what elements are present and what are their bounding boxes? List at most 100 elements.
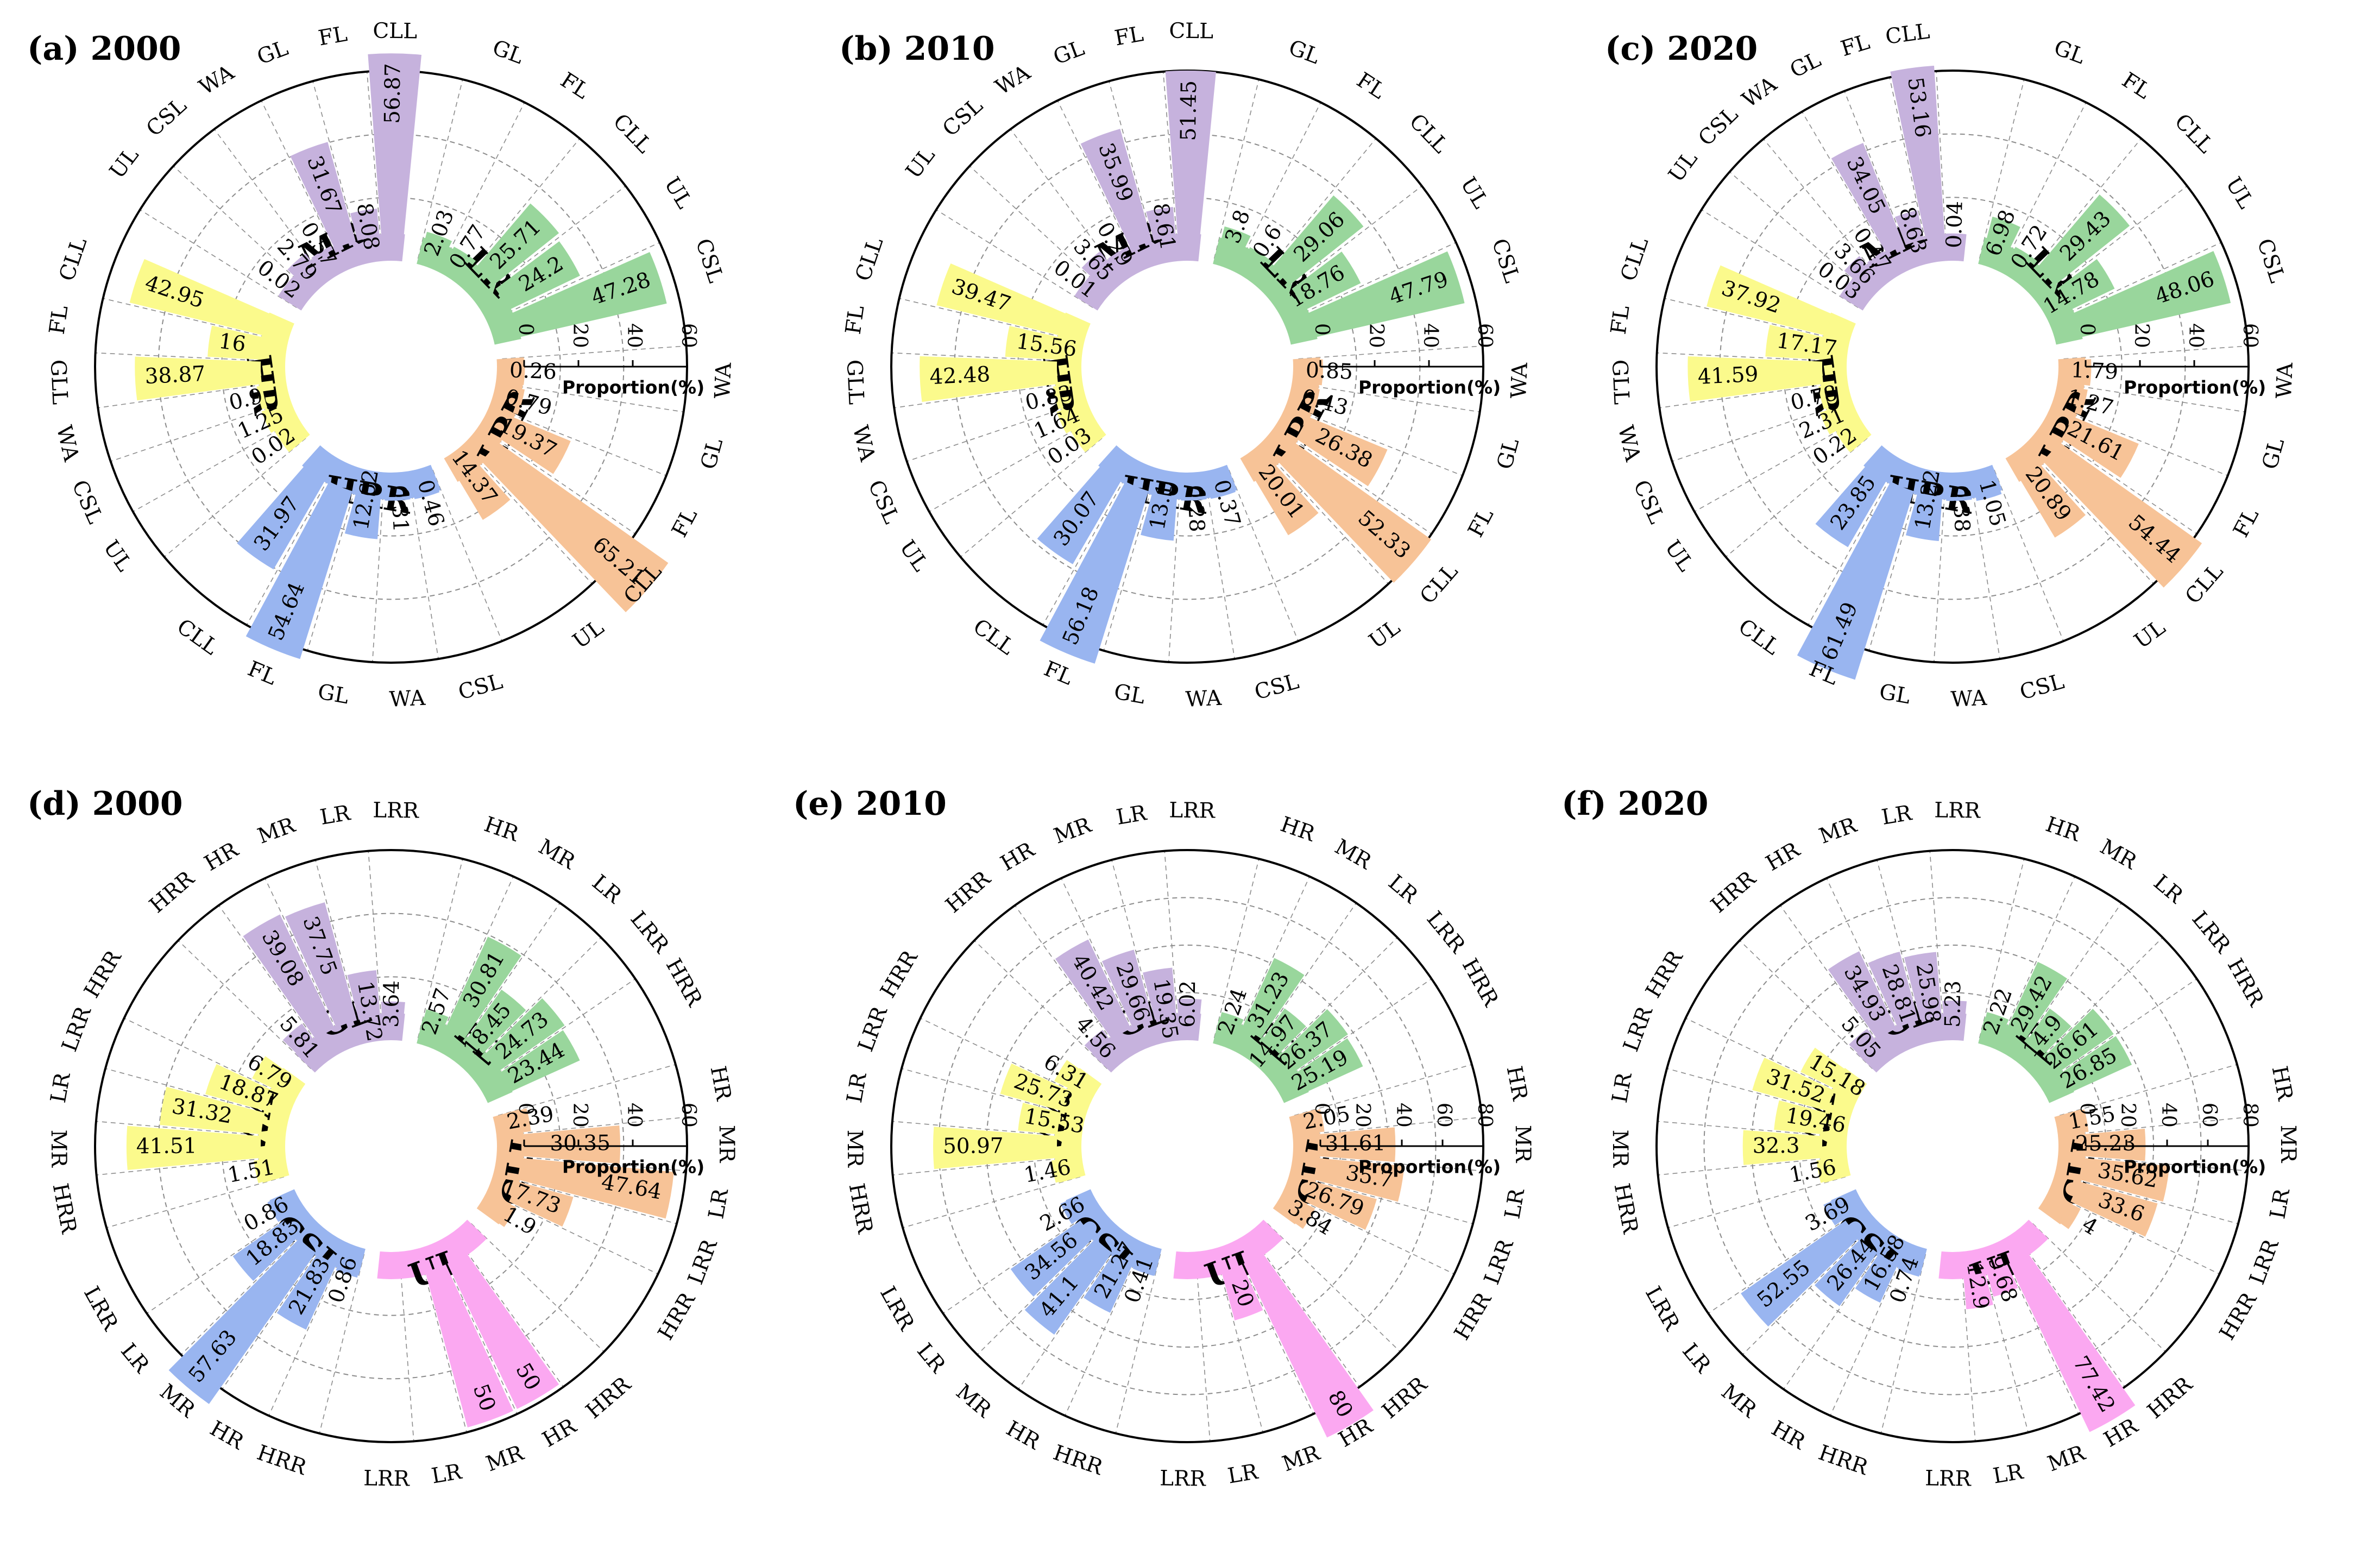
category-label: HR bbox=[481, 812, 522, 847]
grid-spoke bbox=[2063, 345, 2248, 360]
group-base bbox=[1840, 234, 1967, 311]
bar bbox=[1305, 1181, 1377, 1230]
bar bbox=[1132, 1265, 1155, 1276]
category-label: CLL bbox=[1616, 234, 1654, 284]
axis-tick-label: 20 bbox=[569, 323, 591, 348]
grid-spoke bbox=[1936, 71, 1947, 256]
category-label: FL bbox=[556, 68, 594, 104]
grid-spoke bbox=[1111, 859, 1160, 1039]
bar bbox=[1898, 1265, 1921, 1277]
grid-spoke bbox=[261, 100, 343, 267]
bar bbox=[1141, 492, 1178, 541]
bar bbox=[344, 492, 381, 539]
axis-tick-label: 80 bbox=[1474, 1103, 1496, 1128]
group-base bbox=[417, 1017, 513, 1103]
category-label: WA bbox=[1185, 686, 1223, 712]
grid-spoke bbox=[1061, 878, 1141, 1046]
category-label: LR bbox=[46, 1070, 75, 1105]
axis-tick-label: 20 bbox=[2130, 323, 2152, 348]
bar bbox=[237, 464, 326, 570]
category-label: CLL bbox=[1884, 19, 1931, 49]
category-label: HRR bbox=[1050, 1441, 1106, 1481]
grid-spoke bbox=[96, 1156, 281, 1175]
category-label: LR bbox=[842, 1070, 872, 1105]
grid-spoke bbox=[482, 429, 636, 534]
grid-spoke bbox=[929, 420, 1091, 512]
category-label: MR bbox=[1608, 1129, 1632, 1168]
category-label: HR bbox=[200, 837, 243, 876]
category-label: UL bbox=[105, 143, 143, 184]
bar bbox=[1890, 65, 1945, 240]
category-label: MR bbox=[2044, 1441, 2089, 1477]
bar bbox=[425, 1264, 513, 1427]
axis-tick-label: 40 bbox=[623, 323, 645, 348]
category-label: CSL bbox=[142, 93, 191, 142]
category-label: WA bbox=[1613, 423, 1645, 464]
grid-spoke bbox=[501, 1117, 686, 1136]
category-label: HR bbox=[1277, 812, 1319, 847]
grid-spoke bbox=[140, 209, 297, 309]
bar bbox=[936, 263, 1068, 336]
category-label: HR bbox=[2043, 812, 2084, 847]
bar bbox=[1819, 409, 1838, 435]
grid-spoke bbox=[1297, 383, 1480, 413]
category-label: MR bbox=[842, 1129, 867, 1168]
bar bbox=[1975, 488, 2002, 501]
grid-spoke bbox=[438, 1247, 518, 1414]
axis-tick-label: 60 bbox=[677, 1103, 700, 1128]
category-label: HRR bbox=[876, 946, 923, 1002]
category-label: GL bbox=[489, 35, 527, 69]
panel-title: (a) 2000 bbox=[27, 30, 181, 68]
category-label: FL bbox=[841, 304, 870, 336]
grid-spoke bbox=[1998, 876, 2075, 1045]
bar bbox=[275, 431, 291, 452]
bar bbox=[1905, 492, 1943, 542]
bar bbox=[1844, 256, 1869, 280]
category-label: UL bbox=[98, 536, 136, 576]
bar bbox=[290, 142, 356, 249]
panel-3: (d) 2000 FL2.57HR30.81MR18.45LR24.73LRR23… bbox=[27, 785, 739, 1492]
value-label: 41.59 bbox=[1697, 362, 1759, 389]
bar bbox=[2081, 359, 2092, 386]
bar bbox=[466, 989, 526, 1054]
bar bbox=[2061, 1036, 2132, 1092]
category-label: GL bbox=[1112, 680, 1147, 709]
value-label: 4 bbox=[2077, 1212, 2101, 1240]
category-label: MR bbox=[1816, 813, 1861, 849]
axis-tick-label: 80 bbox=[2239, 1103, 2261, 1128]
category-label: WA bbox=[51, 423, 83, 464]
value-label: 16 bbox=[217, 329, 247, 357]
bar bbox=[276, 1254, 337, 1330]
grid-spoke bbox=[901, 1068, 1080, 1118]
grid-spoke bbox=[942, 1209, 1096, 1314]
grid-spoke bbox=[2053, 242, 2222, 320]
category-label: GLL bbox=[1607, 359, 1634, 405]
category-label: HRR bbox=[254, 1441, 310, 1481]
bar bbox=[1823, 1200, 1844, 1225]
grid-spoke bbox=[268, 1247, 346, 1416]
grid-spoke bbox=[1290, 407, 1463, 476]
grid-spoke bbox=[372, 477, 385, 662]
group-base bbox=[295, 1013, 405, 1073]
category-label: UL bbox=[659, 173, 697, 213]
group-base bbox=[444, 357, 524, 482]
category-label: LR bbox=[430, 1460, 464, 1489]
bar bbox=[1831, 143, 1904, 254]
group-base bbox=[1978, 237, 2083, 345]
grid-spoke bbox=[1298, 345, 1483, 360]
category-label: WA bbox=[1737, 72, 1781, 112]
bar bbox=[2078, 1109, 2089, 1133]
category-label: HRR bbox=[1641, 946, 1689, 1002]
grid-spoke bbox=[892, 1156, 1077, 1175]
category-label: FL bbox=[2118, 68, 2155, 104]
category-label: MR bbox=[1331, 834, 1376, 875]
bar bbox=[510, 252, 667, 338]
grid-spoke bbox=[454, 903, 561, 1055]
bar bbox=[252, 1056, 285, 1089]
axis-tick-label: 20 bbox=[1365, 323, 1387, 348]
category-label: LRR bbox=[1169, 798, 1216, 823]
